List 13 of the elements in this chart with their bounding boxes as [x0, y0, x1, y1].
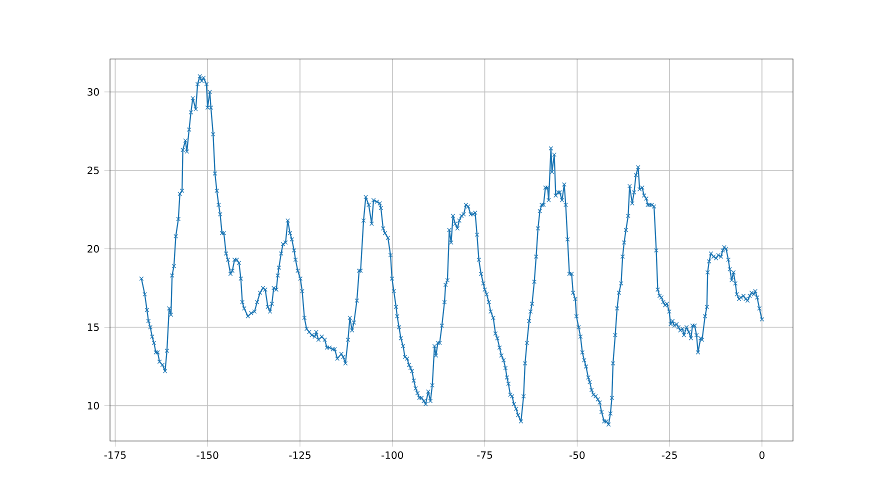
x-tick-label: -75	[477, 451, 492, 459]
x-tick-label: -175	[104, 451, 126, 459]
x-tick-label: -50	[569, 451, 585, 459]
x-tick-label: -100	[382, 451, 404, 459]
y-tick-label: 20	[88, 245, 99, 253]
x-tick-label: 0	[759, 451, 764, 459]
x-tick-label: -125	[289, 451, 310, 459]
y-tick-label: 30	[88, 88, 99, 96]
x-tick-label: -25	[662, 451, 677, 459]
x-tick-label: -150	[196, 451, 218, 459]
y-tick-label: 15	[88, 324, 99, 331]
y-tick-label: 10	[88, 402, 99, 410]
y-tick-label: 25	[88, 166, 99, 174]
